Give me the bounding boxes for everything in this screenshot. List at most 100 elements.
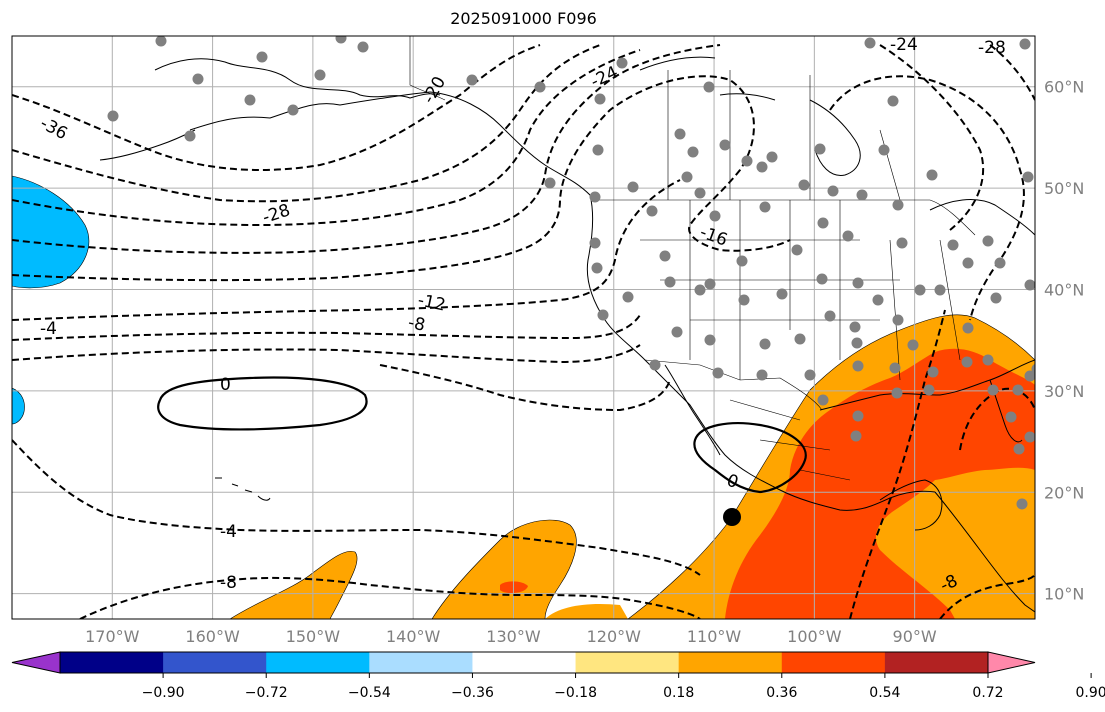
station-dot [791,244,803,256]
coast-west-us [586,194,936,511]
station-dot [1013,443,1025,455]
station-dot [622,291,634,303]
red-region-small [500,581,528,594]
colorbar-segment [60,652,164,673]
coast-hudson [809,99,861,176]
contour-line [12,44,541,171]
contour-labels: -36 -28 -24 -24 -28 -20 -16 -12 -8 -4 0 … [37,35,1006,596]
contour-label: -12 [416,290,447,315]
orange-region-pacific-2 [229,550,358,619]
station-dot [694,187,706,199]
contour-label: -20 [419,73,450,107]
gridlines [12,36,1035,619]
station-dot [756,161,768,173]
map-title: 2025091000 F096 [450,9,597,28]
storm-position-marker [723,508,741,526]
station-dot [907,339,919,351]
station-markers [107,36,1035,510]
contour-line [829,75,1025,321]
longitude-label: 140°W [386,627,441,646]
contour-label: -16 [697,222,730,250]
colorbar-segment [369,652,473,673]
station-dot [776,288,788,300]
station-dot [287,104,299,116]
station-dot [756,369,768,381]
station-dot [814,143,826,155]
colorbar-tick-label: −0.36 [451,685,494,701]
blue-region-west [12,175,90,289]
coast-aleutians [99,129,196,161]
station-dot [534,81,546,93]
latitude-label: 40°N [1044,280,1084,299]
station-dot [1019,38,1031,50]
station-dot [192,73,204,85]
contour-label: -4 [220,522,237,542]
station-dot [994,257,1006,269]
station-dot [244,94,256,106]
contour-line [849,309,946,619]
border-us-states [640,200,961,381]
station-dot [962,257,974,269]
station-dot [816,273,828,285]
station-dot [357,41,369,53]
longitude-label: 160°W [185,627,240,646]
station-dot [597,309,609,321]
red-region-gulf [725,348,1035,619]
contour-line [12,75,791,282]
longitude-label: 150°W [286,627,341,646]
station-dot [627,181,639,193]
colorbar-segment [884,652,989,673]
contour-label: -8 [220,573,237,593]
colorbar-segment [575,652,680,673]
colorbar-tick-label: −0.54 [348,685,391,701]
station-dot [703,81,715,93]
station-dot [664,276,676,288]
longitude-label: 100°W [787,627,842,646]
coast-alaska-south [189,91,591,196]
station-dot [704,278,716,290]
contours [12,44,1035,619]
station-dot [852,410,864,422]
station-dot [314,69,326,81]
station-dot [887,95,899,107]
station-dot [741,155,753,167]
station-dot [892,199,904,211]
contour-line [939,574,1035,619]
colorbar-tick-label: −0.72 [245,685,288,701]
colorbar-segment [678,652,783,673]
station-dot [674,128,686,140]
contour-line [12,44,721,254]
station-dot [1012,384,1024,396]
station-dot [592,144,604,156]
contour-line [12,179,681,321]
station-dot [982,235,994,247]
border-us-canada [595,199,976,236]
longitude-label: 120°W [587,627,642,646]
latitude-label: 20°N [1044,483,1084,502]
coast-central-america [934,491,1035,613]
colorbar-tick-label: 0.72 [972,685,1003,701]
anomaly-fills [12,175,1035,619]
station-dot [107,110,119,122]
station-dot [759,338,771,350]
station-dot [864,37,876,49]
map-area [12,36,1035,619]
blue-region-west-small [12,387,25,425]
station-dot [1022,171,1034,183]
colorbar-extend-high [987,651,1036,674]
contour-line [12,344,641,364]
station-dot [794,333,806,345]
contour-line [12,49,641,227]
station-dot [766,151,778,163]
colorbar-tick-label: −0.90 [142,685,185,701]
longitude-label: 170°W [85,627,140,646]
longitude-label: 90°W [893,627,937,646]
colorbar-extend-low [11,651,61,674]
station-dot [817,394,829,406]
longitude-labels: 170°W 160°W 150°W 140°W 130°W 120°W 110°W 100°W… [85,627,937,646]
contour-line [12,439,701,576]
colorbar-segment [472,652,577,673]
station-dot [649,359,661,371]
station-dot [1016,498,1028,510]
border-mexico-states [729,399,851,481]
